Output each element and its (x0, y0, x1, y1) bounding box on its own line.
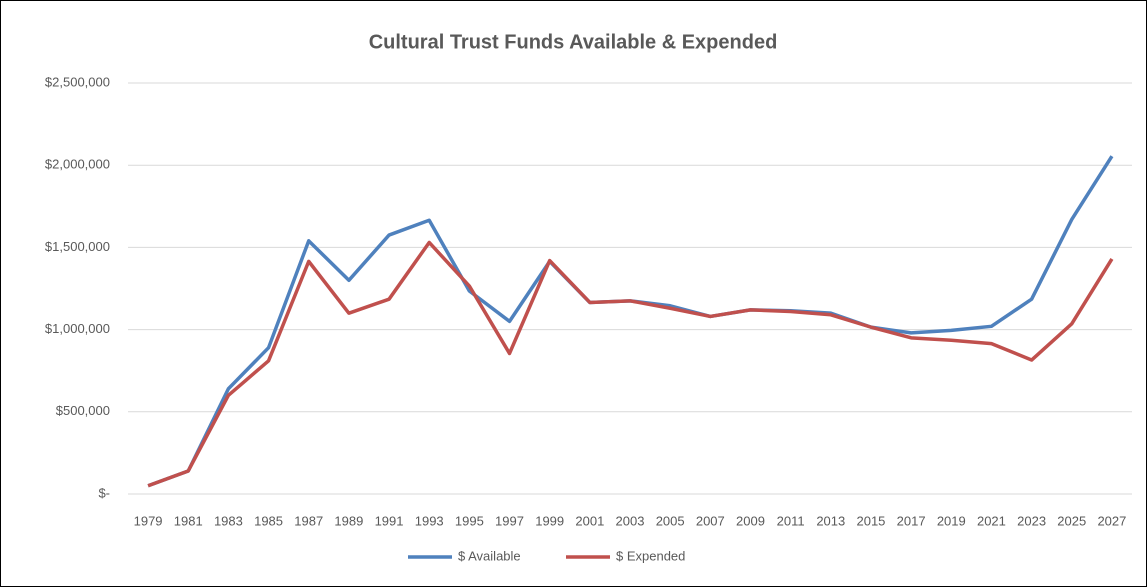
x-tick-label: 2027 (1097, 513, 1126, 528)
y-tick-label: $500,000 (56, 403, 110, 418)
x-tick-label: 2007 (696, 513, 725, 528)
y-tick-label: $2,000,000 (45, 157, 110, 172)
x-tick-label: 1987 (294, 513, 323, 528)
x-tick-label: 2005 (656, 513, 685, 528)
series-line (147, 240, 1114, 488)
x-tick-label: 1999 (535, 513, 564, 528)
x-tick-label: 1985 (254, 513, 283, 528)
x-tick-label: 1993 (415, 513, 444, 528)
x-tick-label: 2025 (1057, 513, 1086, 528)
x-tick-label: 2013 (816, 513, 845, 528)
x-tick-label: 2015 (856, 513, 885, 528)
x-tick-label: 2001 (575, 513, 604, 528)
x-tick-label: 2011 (777, 513, 805, 528)
y-tick-label: $1,500,000 (45, 239, 110, 254)
x-tick-label: 2023 (1017, 513, 1046, 528)
x-tick-label: 1981 (174, 513, 203, 528)
x-tick-label: 2021 (977, 513, 1006, 528)
x-tick-label: 1983 (214, 513, 243, 528)
x-tick-label: 1979 (134, 513, 163, 528)
x-tick-label: 2003 (616, 513, 645, 528)
x-tick-label: 2017 (897, 513, 926, 528)
legend-label: $ Available (458, 548, 521, 563)
x-tick-label: 2019 (937, 513, 966, 528)
y-tick-label: $- (98, 485, 110, 500)
y-tick-label: $1,000,000 (45, 321, 110, 336)
y-tick-label: $2,500,000 (45, 74, 110, 89)
x-tick-label: 1989 (334, 513, 363, 528)
x-tick-label: 1991 (375, 513, 404, 528)
x-tick-label: 2009 (736, 513, 765, 528)
legend-label: $ Expended (616, 548, 685, 563)
x-tick-label: 1995 (455, 513, 484, 528)
x-tick-label: 1997 (495, 513, 524, 528)
chart-title: Cultural Trust Funds Available & Expende… (369, 31, 778, 53)
